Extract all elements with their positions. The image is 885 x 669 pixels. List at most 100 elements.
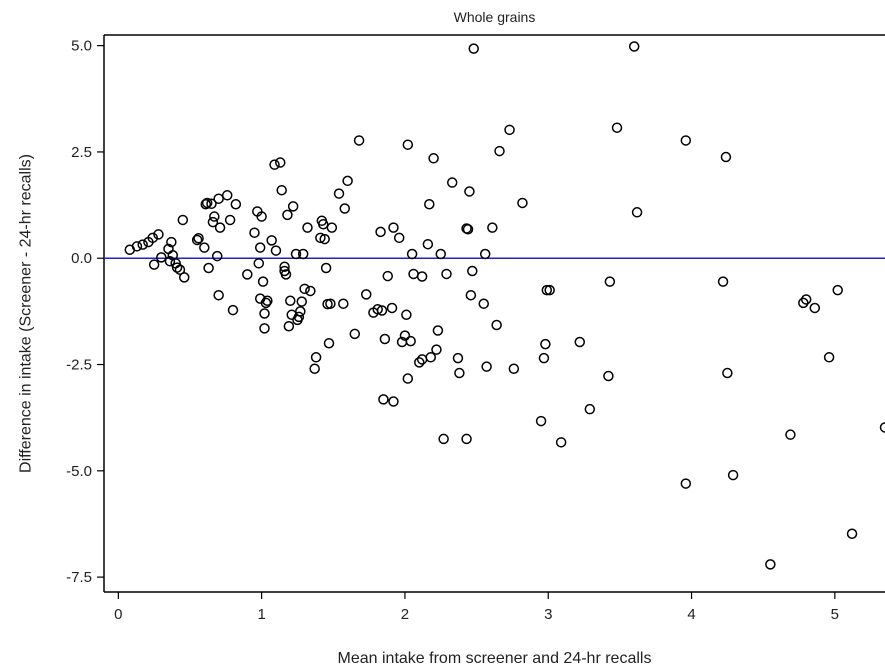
data-point [574, 336, 586, 348]
data-point [276, 184, 287, 196]
data-point [535, 415, 547, 427]
data-point [382, 270, 393, 282]
data-point [555, 437, 567, 448]
data-point [372, 303, 383, 315]
data-point [153, 229, 164, 240]
data-point [720, 151, 732, 163]
data-point [270, 245, 282, 256]
data-point [406, 248, 418, 260]
data-point [299, 283, 310, 295]
y-tick-label: -2.5 [66, 357, 92, 374]
data-point [224, 214, 236, 226]
data-point [256, 211, 267, 222]
data-point [464, 186, 475, 197]
data-point [131, 241, 143, 252]
data-point [280, 269, 292, 280]
data-point [541, 284, 553, 296]
data-point [156, 252, 167, 263]
data-point [846, 528, 858, 539]
data-point [504, 124, 515, 136]
data-point [823, 352, 835, 363]
data-point [257, 276, 269, 287]
data-point [428, 153, 439, 164]
data-point [166, 236, 177, 248]
data-point [425, 352, 436, 363]
data-point [631, 207, 643, 218]
data-point [422, 238, 434, 250]
x-tick-label: 0 [114, 606, 122, 623]
data-point [338, 298, 349, 309]
data-point [320, 262, 332, 274]
data-point [293, 311, 305, 323]
data-point [800, 294, 812, 305]
data-point [441, 268, 452, 280]
data-point [360, 289, 372, 300]
x-tick-label: 1 [257, 606, 265, 623]
data-point [438, 433, 449, 445]
data-point [508, 363, 520, 375]
data-point [765, 559, 776, 570]
data-point [213, 289, 224, 301]
data-point [401, 309, 412, 321]
data-point [680, 478, 692, 489]
data-point [416, 271, 428, 282]
x-tick-label: 4 [687, 606, 695, 623]
data-point [388, 222, 399, 233]
data-point [478, 298, 490, 309]
data-point [269, 159, 280, 170]
data-point [275, 157, 286, 168]
data-point [376, 305, 388, 316]
data-point [544, 284, 555, 296]
data-point [262, 295, 273, 306]
data-point [319, 233, 330, 245]
data-point [399, 330, 411, 341]
data-point [259, 323, 270, 334]
data-point [325, 298, 336, 309]
data-point [431, 344, 442, 355]
data-point [253, 258, 265, 269]
data-point [137, 239, 148, 250]
data-point [305, 285, 316, 297]
data-point [200, 198, 211, 210]
x-tick-label: 2 [401, 606, 409, 623]
data-point [260, 297, 272, 309]
data-point [481, 361, 492, 372]
data-point [538, 352, 550, 364]
data-point [353, 135, 365, 146]
data-point [201, 197, 213, 209]
data-point [468, 43, 479, 54]
data-point [375, 226, 386, 238]
data-point [333, 188, 345, 199]
data-point [465, 289, 477, 301]
data-point [604, 276, 616, 287]
data-point [266, 235, 277, 246]
data-point [310, 352, 322, 363]
x-tick-label: 3 [544, 606, 552, 623]
data-point [722, 367, 733, 379]
plot-frame [103, 34, 885, 593]
data-point [446, 177, 458, 188]
data-point [259, 308, 270, 319]
data-point [798, 297, 809, 309]
data-point [295, 306, 306, 317]
data-point [227, 304, 239, 316]
data-point [393, 232, 405, 244]
data-point [171, 262, 183, 273]
data-point [388, 396, 399, 407]
data-point [296, 296, 308, 307]
data-point [309, 363, 320, 375]
data-point [540, 338, 551, 350]
data-point [432, 325, 444, 336]
data-point [402, 373, 414, 384]
data-point [297, 248, 309, 260]
data-point [405, 335, 416, 347]
data-point [349, 328, 361, 340]
data-point [148, 259, 160, 270]
data-point [879, 422, 885, 433]
data-point [611, 122, 623, 133]
data-point [283, 321, 295, 332]
data-point [378, 394, 389, 405]
data-point [452, 352, 464, 364]
data-point [494, 145, 505, 157]
